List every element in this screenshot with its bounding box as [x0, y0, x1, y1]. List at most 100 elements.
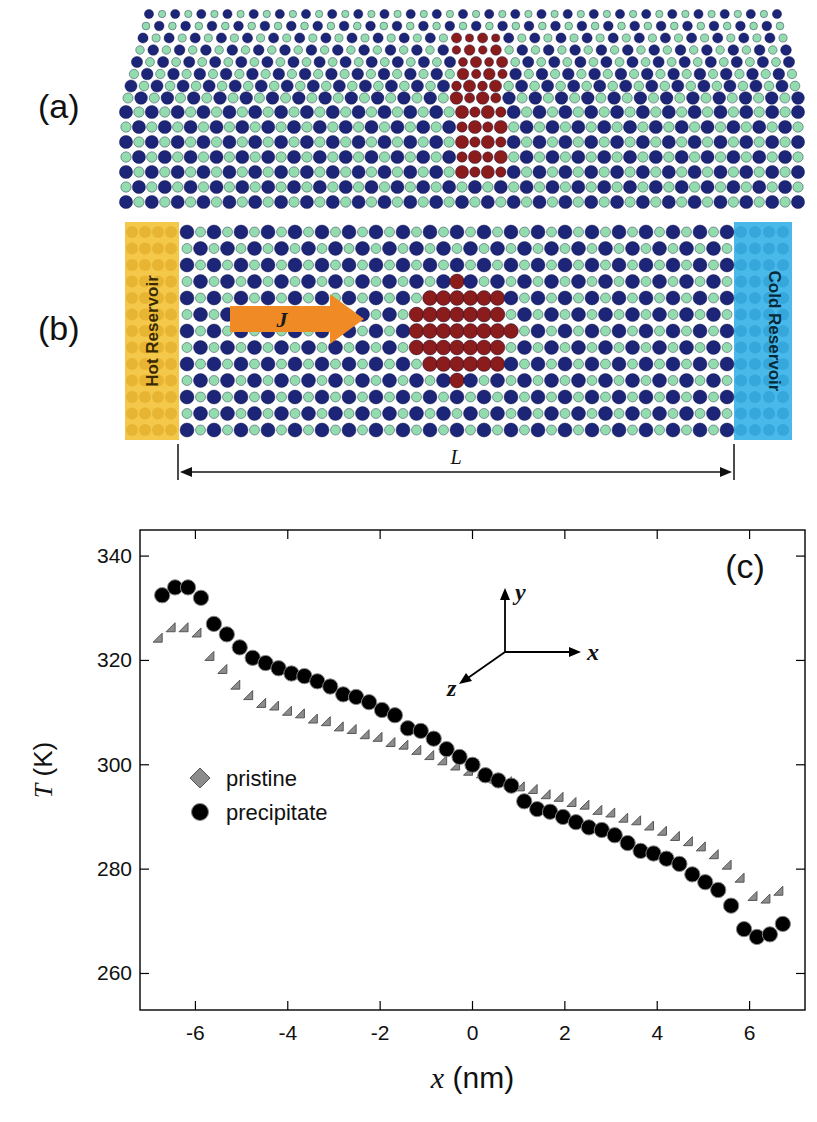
- atom: [653, 374, 667, 388]
- atom: [392, 137, 402, 147]
- atom: [479, 376, 489, 386]
- legend: pristineprecipitate: [190, 766, 328, 825]
- atom: [612, 423, 626, 437]
- point: [774, 886, 783, 895]
- atom: [610, 46, 619, 55]
- atom: [196, 392, 206, 402]
- atom: [339, 21, 349, 31]
- atom: [275, 242, 289, 256]
- atom: [392, 56, 403, 67]
- atom: [223, 359, 233, 369]
- atom: [119, 105, 132, 118]
- atom: [496, 137, 506, 147]
- atom: [648, 34, 656, 42]
- x-tick: [749, 1001, 750, 1010]
- reservoir-atom: [126, 358, 138, 370]
- atom: [533, 343, 543, 353]
- atom: [574, 326, 584, 336]
- atom: [560, 310, 570, 320]
- atom: [477, 357, 492, 372]
- atom: [689, 46, 698, 55]
- atom: [306, 45, 317, 56]
- atom: [315, 107, 325, 117]
- point: [334, 722, 343, 731]
- atom: [276, 122, 286, 132]
- atom: [223, 227, 233, 237]
- atom: [715, 122, 725, 132]
- atom: [356, 242, 370, 256]
- atom: [302, 374, 316, 388]
- atom: [290, 244, 300, 254]
- atom: [544, 34, 552, 42]
- atom: [649, 180, 662, 193]
- reservoir-atom: [777, 391, 789, 403]
- reservoir-atom: [763, 408, 775, 420]
- atom: [655, 293, 665, 303]
- atom: [599, 341, 613, 355]
- atom: [702, 197, 712, 207]
- atom: [614, 343, 624, 353]
- atom: [151, 80, 163, 92]
- atom: [121, 182, 131, 192]
- atom: [688, 105, 701, 118]
- atom: [779, 34, 787, 42]
- atom: [317, 277, 327, 287]
- atom: [491, 93, 501, 103]
- reservoir-atom: [165, 408, 177, 420]
- atom: [543, 93, 553, 103]
- plot-frame: [140, 530, 805, 1010]
- atom: [687, 92, 700, 105]
- atom: [423, 307, 438, 322]
- atom: [275, 407, 289, 421]
- atom: [121, 122, 131, 132]
- atom: [332, 45, 343, 56]
- hot-reservoir: [125, 222, 179, 440]
- atom: [628, 359, 638, 369]
- atom: [682, 260, 692, 270]
- atom: [608, 81, 618, 91]
- atom: [302, 341, 316, 355]
- atom: [304, 392, 314, 402]
- atom: [437, 407, 451, 421]
- atom: [371, 343, 381, 353]
- atom: [249, 135, 262, 148]
- atom: [649, 45, 660, 56]
- atom: [589, 58, 598, 67]
- cold-reservoir: [734, 222, 792, 440]
- x-tick: [380, 530, 381, 539]
- atom: [248, 22, 256, 30]
- panel-label: (b): [38, 309, 80, 347]
- atom: [353, 152, 363, 162]
- atom: [352, 195, 365, 208]
- atom: [518, 242, 532, 256]
- atom: [618, 22, 626, 30]
- atom: [366, 56, 377, 67]
- atom: [393, 69, 402, 78]
- atom: [302, 275, 316, 289]
- atom: [418, 56, 429, 67]
- atom: [468, 150, 481, 163]
- atom: [304, 260, 314, 270]
- atom: [242, 33, 252, 43]
- atom: [439, 34, 447, 42]
- atom: [294, 46, 303, 55]
- point: [282, 706, 291, 715]
- atom: [237, 167, 247, 177]
- atom: [210, 120, 223, 133]
- atom: [358, 425, 368, 435]
- x-tick: [657, 1001, 658, 1010]
- atom: [423, 390, 437, 404]
- atom: [666, 291, 680, 305]
- atom: [207, 291, 221, 305]
- atom: [599, 374, 613, 388]
- point: [180, 580, 195, 595]
- atom: [201, 45, 212, 56]
- atom: [599, 137, 609, 147]
- atom: [147, 122, 157, 132]
- atom: [479, 409, 489, 419]
- atom: [574, 293, 584, 303]
- atom: [662, 135, 675, 148]
- atom: [651, 107, 661, 117]
- atom: [365, 150, 378, 163]
- atom: [319, 92, 332, 105]
